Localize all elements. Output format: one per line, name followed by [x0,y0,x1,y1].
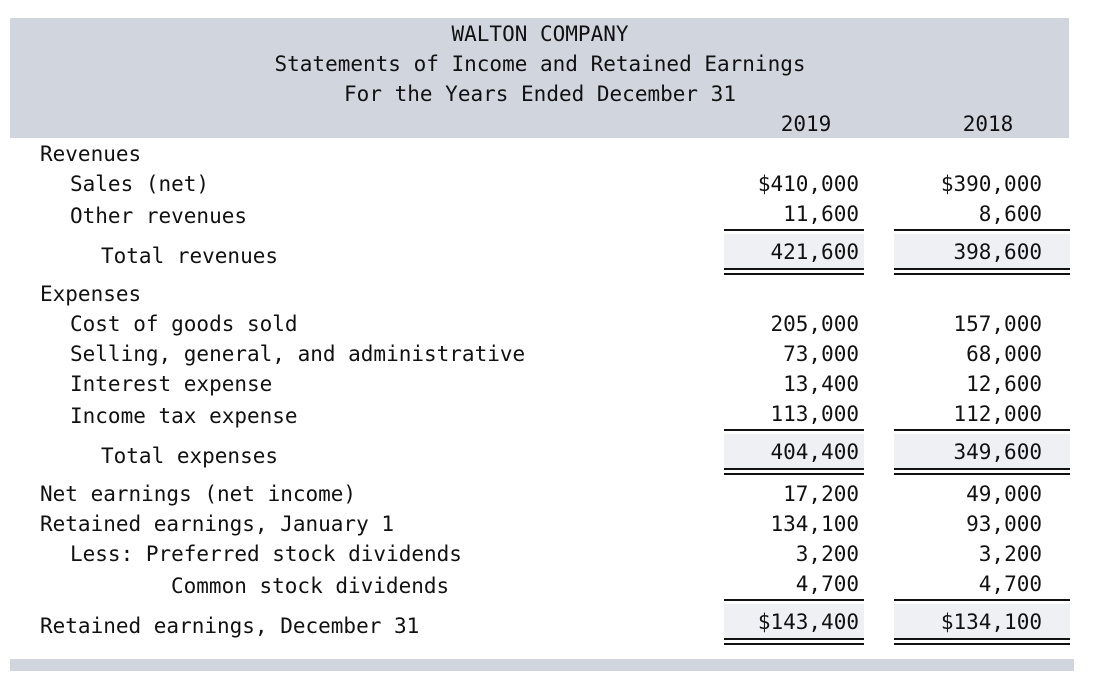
double-rule [724,638,864,640]
net-earnings-label: Net earnings (net income) [40,482,357,506]
expenses-heading: Expenses [40,282,142,306]
re-dec31-2018: $134,100 [940,610,1042,634]
column-header-2019: 2019 [780,112,832,136]
double-rule [894,468,1070,470]
subtotal-rule [724,229,864,231]
other-revenues-2018: 8,600 [978,202,1042,226]
income-tax-2019: 113,000 [770,402,859,426]
re-dec31-label: Retained earnings, December 31 [40,614,420,638]
income-tax-2018: 112,000 [953,402,1042,426]
double-rule [724,268,864,270]
net-earnings-2018: 49,000 [966,482,1042,506]
sales-2018: $390,000 [940,172,1042,196]
cogs-label: Cost of goods sold [70,312,298,336]
total-expenses-2018-cell [894,434,1070,468]
subtotal-rule [724,429,864,431]
pref-div-2019: 3,200 [795,542,859,566]
sales-label: Sales (net) [70,172,210,196]
pref-div-2018: 3,200 [978,542,1042,566]
total-revenues-2018-cell [894,234,1070,268]
double-rule [894,473,1070,475]
sales-2019: $410,000 [757,172,859,196]
company-name: WALTON COMPANY [451,22,629,46]
double-rule [724,468,864,470]
interest-label: Interest expense [70,372,273,396]
double-rule [894,643,1070,645]
re-jan1-2018: 93,000 [966,512,1042,536]
subtotal-rule [724,599,864,601]
revenues-heading: Revenues [40,142,142,166]
interest-2019: 13,400 [783,372,859,396]
header-band [10,18,1069,138]
footer-band [10,659,1074,671]
income-tax-label: Income tax expense [70,404,298,428]
re-jan1-2019: 134,100 [770,512,859,536]
subtotal-rule [894,229,1070,231]
total-revenues-2019: 421,600 [770,240,859,264]
re-jan1-label: Retained earnings, January 1 [40,512,395,536]
double-rule [894,268,1070,270]
re-dec31-2019-cell [724,604,864,638]
common-div-2019: 4,700 [795,572,859,596]
cogs-2019: 205,000 [770,312,859,336]
common-div-label: Common stock dividends [171,574,450,598]
statement-period: For the Years Ended December 31 [344,82,736,106]
total-expenses-2018: 349,600 [953,440,1042,464]
other-revenues-label: Other revenues [70,204,248,228]
common-div-2018: 4,700 [978,572,1042,596]
double-rule [894,273,1070,275]
double-rule [894,638,1070,640]
double-rule [724,643,864,645]
column-header-2018: 2018 [962,112,1014,136]
double-rule [724,473,864,475]
net-earnings-2019: 17,200 [783,482,859,506]
total-revenues-2019-cell [724,234,864,268]
re-dec31-2019: $143,400 [757,610,859,634]
subtotal-rule [894,599,1070,601]
interest-2018: 12,600 [966,372,1042,396]
double-rule [724,273,864,275]
cogs-2018: 157,000 [953,312,1042,336]
other-revenues-2019: 11,600 [783,202,859,226]
sga-label: Selling, general, and administrative [70,342,526,366]
total-revenues-label: Total revenues [101,244,279,268]
statement-title: Statements of Income and Retained Earnin… [274,52,806,76]
sga-2018: 68,000 [966,342,1042,366]
total-expenses-2019: 404,400 [770,440,859,464]
sga-2019: 73,000 [783,342,859,366]
total-expenses-2019-cell [724,434,864,468]
subtotal-rule [894,429,1070,431]
re-dec31-2018-cell [894,604,1070,638]
total-expenses-label: Total expenses [101,444,279,468]
total-revenues-2018: 398,600 [953,240,1042,264]
pref-div-label: Less: Preferred stock dividends [70,542,462,566]
